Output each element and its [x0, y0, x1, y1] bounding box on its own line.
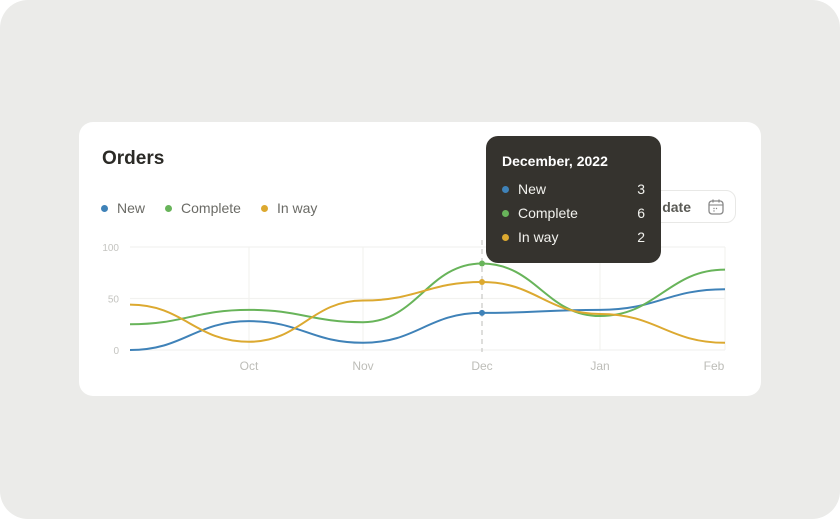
- x-tick-label: Feb: [704, 359, 725, 373]
- data-point-complete: [479, 260, 485, 267]
- legend-item-new[interactable]: New: [101, 200, 145, 216]
- tooltip-label: New: [518, 181, 547, 197]
- legend-label: In way: [276, 200, 318, 216]
- new-dot-icon: [101, 204, 108, 212]
- tooltip-label: Complete: [518, 205, 578, 221]
- x-tick-label: Nov: [352, 359, 373, 373]
- data-point-in-way: [479, 279, 485, 286]
- x-tick-label: Oct: [240, 359, 259, 373]
- tooltip-label: In way: [518, 229, 559, 245]
- data-point-new: [479, 309, 485, 316]
- tooltip-value: 6: [637, 205, 645, 221]
- tooltip-row-in-way: In way 2: [502, 229, 645, 245]
- x-tick-label: Jan: [590, 359, 609, 373]
- complete-dot-icon: [165, 204, 173, 212]
- card-title: Orders: [102, 148, 165, 169]
- calendar-icon: [708, 199, 724, 215]
- date-button-label: date: [662, 198, 691, 215]
- series-line-new: [129, 288, 726, 351]
- series-line-in-way: [129, 281, 726, 344]
- tooltip-title: December, 2022: [502, 153, 608, 169]
- tooltip-value: 2: [637, 229, 645, 245]
- complete-dot-icon: [502, 209, 509, 217]
- in-way-dot-icon: [260, 204, 268, 212]
- chart-tooltip: December, 2022 New 3 Complete 6 In way 2: [486, 136, 661, 263]
- legend-label: Complete: [181, 200, 241, 216]
- legend-item-complete[interactable]: Complete: [165, 200, 241, 216]
- y-tick-label: 0: [113, 346, 119, 357]
- legend-label: New: [117, 200, 146, 216]
- series-line-complete: [129, 262, 726, 326]
- legend: New Complete In way: [101, 200, 317, 216]
- x-tick-label: Dec: [471, 359, 492, 373]
- y-tick-label: 100: [102, 243, 119, 254]
- tooltip-row-complete: Complete 6: [502, 205, 645, 221]
- new-dot-icon: [502, 185, 509, 193]
- tooltip-value: 3: [637, 181, 645, 197]
- in-way-dot-icon: [502, 233, 509, 241]
- tooltip-row-new: New 3: [502, 181, 645, 197]
- legend-item-in-way[interactable]: In way: [260, 200, 318, 216]
- y-tick-label: 50: [108, 295, 120, 306]
